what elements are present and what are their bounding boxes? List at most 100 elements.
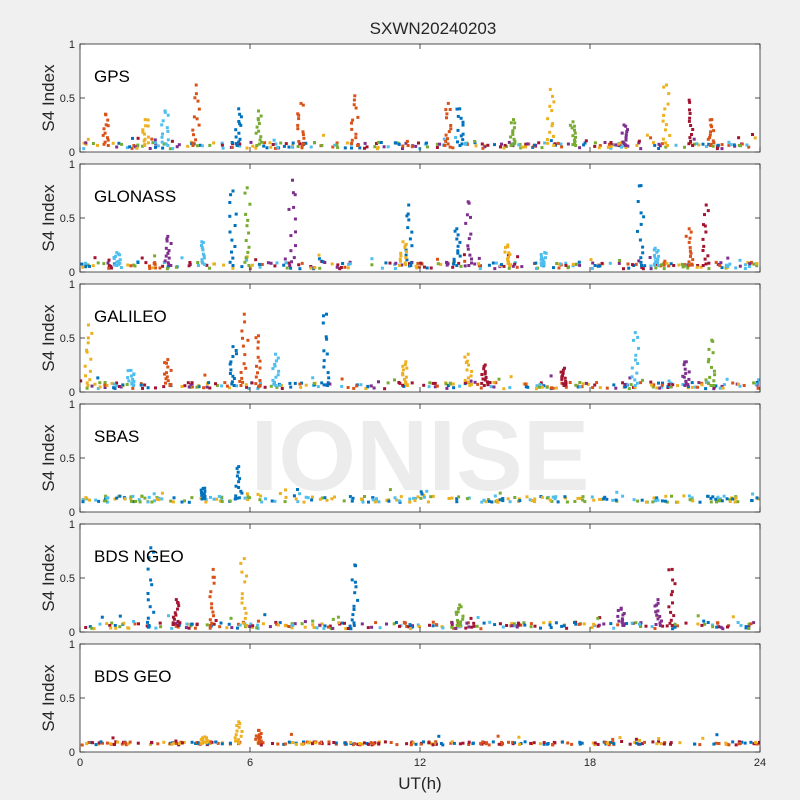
baseline-point bbox=[636, 499, 640, 503]
baseline-point bbox=[84, 141, 88, 145]
baseline-point bbox=[463, 259, 467, 263]
spike-point bbox=[461, 614, 465, 618]
baseline-point bbox=[549, 626, 553, 629]
spike-point bbox=[326, 381, 330, 385]
baseline-point bbox=[722, 494, 726, 498]
baseline-point bbox=[153, 141, 157, 145]
baseline-point bbox=[465, 497, 469, 501]
baseline-point bbox=[464, 381, 468, 385]
baseline-point bbox=[564, 261, 568, 265]
baseline-point bbox=[88, 498, 91, 502]
baseline-point bbox=[639, 381, 643, 385]
baseline-point bbox=[699, 265, 703, 269]
spike-point bbox=[191, 144, 195, 147]
baseline-point bbox=[718, 386, 722, 390]
baseline-point bbox=[333, 495, 336, 499]
baseline-point bbox=[752, 742, 756, 746]
baseline-point bbox=[212, 141, 216, 145]
baseline-point bbox=[605, 386, 609, 390]
baseline-point bbox=[215, 497, 219, 501]
baseline-point bbox=[115, 381, 119, 385]
spike-point bbox=[464, 221, 468, 225]
spike-point bbox=[403, 363, 407, 366]
baseline-point bbox=[673, 622, 677, 626]
axes-background bbox=[80, 164, 760, 272]
baseline-point bbox=[251, 624, 255, 628]
baseline-point bbox=[611, 498, 615, 502]
baseline-point bbox=[719, 625, 723, 629]
baseline-point bbox=[603, 141, 607, 144]
baseline-point bbox=[409, 743, 413, 747]
spike-point bbox=[687, 142, 691, 146]
baseline-point bbox=[568, 381, 572, 384]
baseline-point bbox=[525, 142, 529, 146]
baseline-point bbox=[385, 622, 388, 626]
baseline-point bbox=[431, 494, 435, 498]
spike-point bbox=[654, 610, 658, 614]
baseline-point bbox=[320, 496, 324, 500]
spike-point bbox=[256, 117, 260, 121]
spike-point bbox=[552, 100, 556, 104]
spike-point bbox=[689, 251, 693, 255]
baseline-point bbox=[393, 496, 397, 500]
spike-point bbox=[456, 619, 459, 622]
spike-point bbox=[503, 250, 507, 254]
spike-point bbox=[624, 138, 628, 142]
spike-peak-point bbox=[670, 567, 674, 571]
baseline-point bbox=[545, 496, 549, 500]
baseline-point bbox=[493, 267, 497, 271]
baseline-point bbox=[339, 266, 343, 269]
baseline-point bbox=[275, 385, 279, 389]
spike-point bbox=[233, 224, 237, 227]
spike-peak-point bbox=[619, 606, 623, 610]
baseline-point bbox=[578, 146, 582, 150]
baseline-point bbox=[312, 382, 316, 386]
baseline-point bbox=[395, 743, 399, 747]
spike-point bbox=[616, 609, 620, 612]
baseline-point bbox=[414, 264, 418, 268]
baseline-point bbox=[480, 142, 484, 146]
spike-point bbox=[704, 230, 708, 234]
baseline-point bbox=[156, 144, 160, 148]
baseline-point bbox=[364, 387, 368, 390]
baseline-point bbox=[298, 267, 302, 271]
spike-peak-point bbox=[563, 366, 566, 370]
spike-point bbox=[228, 260, 232, 264]
baseline-point bbox=[493, 494, 497, 498]
baseline-point bbox=[551, 743, 555, 746]
baseline-point bbox=[318, 741, 322, 745]
spike-point bbox=[326, 384, 330, 387]
spike-point bbox=[297, 140, 301, 143]
baseline-point bbox=[566, 741, 570, 745]
baseline-point bbox=[283, 500, 287, 504]
baseline-point bbox=[438, 142, 442, 146]
baseline-point bbox=[417, 625, 421, 629]
baseline-point bbox=[671, 383, 675, 387]
spike-point bbox=[653, 604, 657, 608]
spike-point bbox=[689, 124, 693, 127]
baseline-point bbox=[462, 253, 466, 257]
spike-point bbox=[467, 237, 471, 241]
spike-point bbox=[200, 244, 203, 247]
baseline-point bbox=[176, 625, 180, 629]
baseline-point bbox=[261, 622, 265, 626]
baseline-point bbox=[152, 492, 156, 496]
baseline-point bbox=[477, 256, 481, 260]
spike-point bbox=[233, 245, 237, 248]
spike-point bbox=[505, 257, 509, 261]
baseline-point bbox=[202, 386, 206, 390]
baseline-point bbox=[230, 141, 234, 144]
baseline-point bbox=[210, 740, 214, 744]
spike-point bbox=[322, 349, 326, 353]
spike-point bbox=[232, 377, 236, 380]
spike-point bbox=[167, 249, 171, 253]
baseline-point bbox=[469, 616, 473, 620]
baseline-point bbox=[377, 380, 380, 384]
baseline-point bbox=[161, 146, 165, 150]
baseline-point bbox=[526, 385, 530, 389]
baseline-point bbox=[436, 257, 439, 261]
baseline-point bbox=[628, 376, 632, 380]
baseline-point bbox=[262, 144, 266, 148]
baseline-point bbox=[393, 378, 396, 382]
